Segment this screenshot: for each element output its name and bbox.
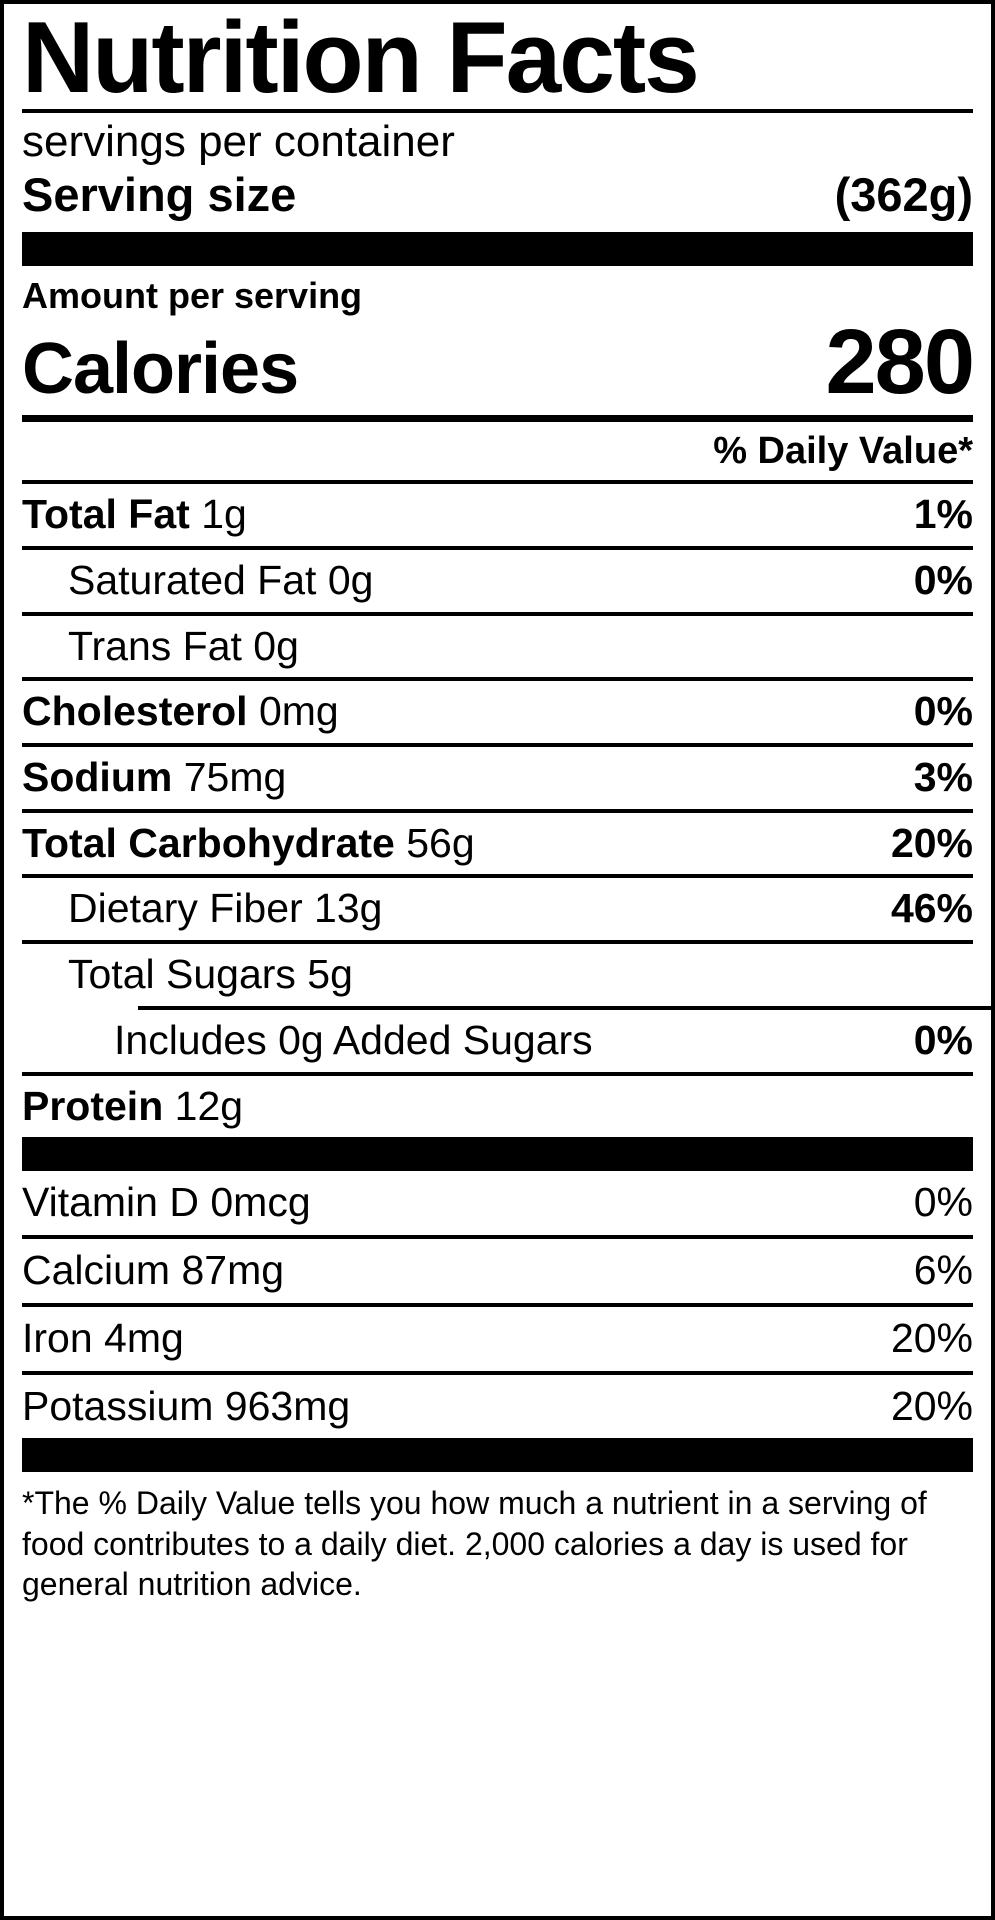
nutrient-daily-value: 0% (913, 556, 973, 603)
nutrient-name: Total Sugars 5g (68, 951, 353, 998)
nutrient-row: Includes 0g Added Sugars 0% (22, 1010, 973, 1072)
micronutrient-row: Potassium 963mg 20% (22, 1375, 973, 1439)
micronutrient-name: Calcium 87mg (22, 1247, 285, 1294)
divider-medium-below-calories (22, 415, 973, 423)
divider-row (22, 1370, 973, 1375)
serving-size-label: Serving size (22, 168, 297, 222)
divider-row (22, 940, 973, 945)
divider-row (22, 677, 973, 682)
divider-under-title (22, 109, 973, 113)
micronutrient-daily-value: 20% (890, 1382, 973, 1429)
divider-thick-above-footnote (22, 1438, 973, 1473)
divider-row (22, 480, 973, 485)
calories-label: Calories (22, 329, 299, 410)
divider-thick-above-micronutrients (22, 1137, 973, 1172)
nutrient-name: Saturated Fat 0g (68, 556, 374, 603)
nutrient-name: Includes 0g Added Sugars (114, 1016, 593, 1063)
micronutrient-name: Potassium 963mg (22, 1382, 351, 1429)
micronutrient-row: Vitamin D 0mcg 0% (22, 1171, 973, 1235)
divider-row (138, 1005, 991, 1010)
nutrient-row: Dietary Fiber 13g 46% (22, 878, 973, 940)
divider-row (22, 808, 973, 813)
divider-row (22, 743, 973, 747)
divider-row (22, 611, 973, 616)
nutrient-row: Total Fat 1g 1% (22, 484, 973, 546)
nutrient-daily-value: 46% (890, 885, 973, 932)
divider-row (22, 874, 973, 879)
daily-value-header: % Daily Value* (713, 430, 973, 473)
nutrient-daily-value: 0% (913, 688, 973, 735)
nutrient-row: Total Sugars 5g (22, 944, 973, 1006)
nutrient-row: Protein 12g (22, 1076, 973, 1138)
divider-row (22, 1071, 973, 1076)
nutrient-row: Cholesterol 0mg 0% (22, 681, 973, 743)
nutrient-row: Trans Fat 0g (22, 616, 973, 678)
micronutrient-name: Iron 4mg (22, 1314, 184, 1361)
divider-row (22, 545, 973, 550)
micronutrient-table: Vitamin D 0mcg 0% Calcium 87mg 6% Iron 4mg 20… (22, 1171, 973, 1438)
nutrient-row: Total Carbohydrate 56g 20% (22, 813, 973, 875)
nutrient-table: Total Fat 1g 1% Saturated Fat 0g 0% Trans Fa… (22, 480, 991, 1138)
nutrient-name: Protein 12g (22, 1082, 244, 1129)
divider-row (22, 1235, 973, 1240)
micronutrient-daily-value: 6% (913, 1247, 973, 1294)
divider-row (22, 1302, 973, 1307)
nutrient-row: Saturated Fat 0g 0% (22, 550, 973, 612)
nutrient-daily-value: 3% (913, 754, 973, 800)
nutrient-name: Sodium 75mg (22, 754, 287, 800)
amount-per-serving-label: Amount per serving (22, 274, 363, 316)
micronutrient-daily-value: 0% (913, 1179, 973, 1226)
serving-size-value: (362g) (834, 168, 973, 222)
page-title: Nutrition Facts (22, 2, 700, 114)
nutrient-row: Sodium 75mg 3% (22, 747, 973, 809)
servings-per-container: servings per container (22, 117, 455, 166)
daily-value-footnote: *The % Daily Value tells you how much a … (22, 1485, 927, 1602)
nutrient-name: Total Fat 1g (22, 491, 247, 538)
micronutrient-row: Iron 4mg 20% (22, 1307, 973, 1371)
nutrient-name: Total Carbohydrate 56g (22, 819, 475, 866)
nutrient-daily-value: 0% (913, 1016, 973, 1063)
nutrient-name: Cholesterol 0mg (22, 688, 339, 735)
nutrient-name: Dietary Fiber 13g (68, 885, 383, 932)
nutrient-daily-value: 20% (890, 819, 973, 866)
nutrient-name: Trans Fat 0g (68, 622, 299, 669)
nutrient-daily-value: 1% (913, 491, 973, 538)
divider-thick-above-calories (22, 231, 973, 266)
micronutrient-row: Calcium 87mg 6% (22, 1239, 973, 1303)
micronutrient-daily-value: 20% (890, 1314, 973, 1361)
micronutrient-name: Vitamin D 0mcg (22, 1179, 311, 1226)
serving-size-row: Serving size (362g) (22, 167, 973, 226)
calories-value: 280 (825, 311, 975, 414)
calories-row: Calories 280 (22, 311, 975, 415)
